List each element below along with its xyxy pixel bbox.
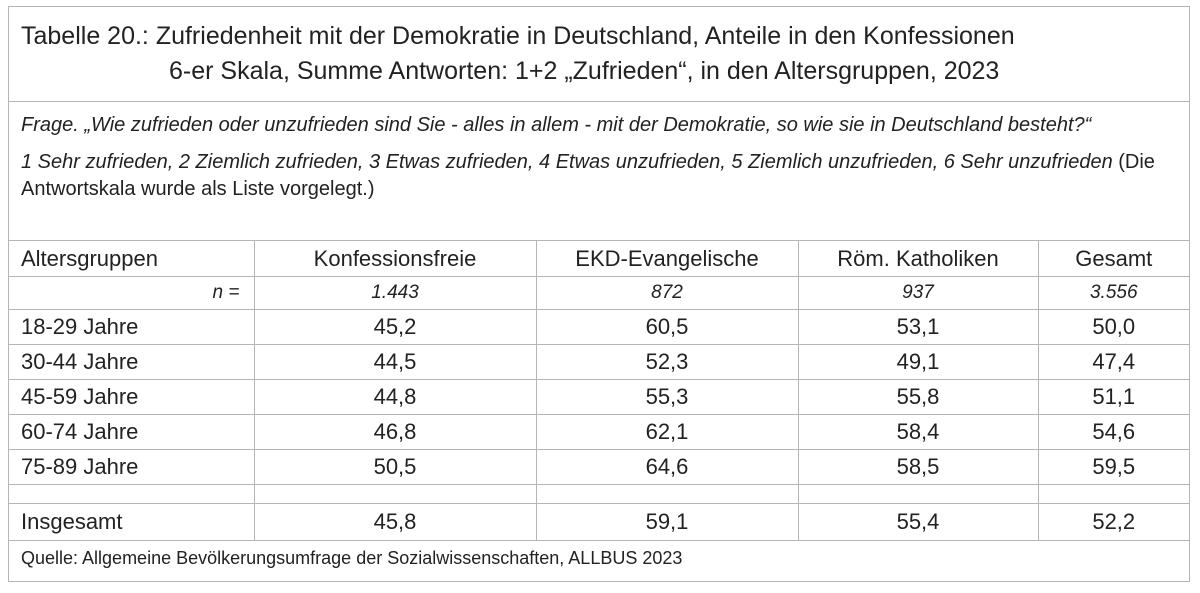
value-cell: 60,5 [535, 309, 798, 345]
value-cell: 47,4 [1037, 344, 1189, 380]
age-group-cell: 30-44 Jahre [9, 344, 254, 380]
answer-scale-options: 1 Sehr zufrieden, 2 Ziemlich zufrieden, … [21, 151, 1113, 173]
total-row: Insgesamt 45,8 59,1 55,4 52,2 [9, 503, 1189, 540]
value-cell: 49,1 [797, 344, 1038, 380]
value-cell: 50,0 [1037, 309, 1189, 345]
value-cell: 46,8 [253, 414, 536, 450]
value-cell: 62,1 [535, 414, 798, 450]
total-label: Insgesamt [9, 503, 254, 540]
answer-scale-note: (Die Antwortskala wurde als Liste vorgel… [21, 151, 1155, 200]
column-header: Röm. Katholiken [797, 240, 1038, 277]
table-row: 60-74 Jahre 46,8 62,1 58,4 54,6 [9, 414, 1189, 450]
total-cell: 52,2 [1037, 503, 1189, 540]
table-row: 30-44 Jahre 44,5 52,3 49,1 47,4 [9, 344, 1189, 380]
value-cell: 55,3 [535, 379, 798, 415]
value-cell: 45,2 [253, 309, 536, 345]
column-header: EKD-Evangelische [535, 240, 798, 277]
value-cell: 58,5 [797, 449, 1038, 485]
table-row: 18-29 Jahre 45,2 60,5 53,1 50,0 [9, 309, 1189, 345]
total-cell: 45,8 [253, 503, 536, 540]
title-line-2: 6-er Skala, Summe Antworten: 1+2 „Zufrie… [169, 57, 1000, 85]
value-cell: 55,8 [797, 379, 1038, 415]
question-text: Frage. „Wie zufrieden oder unzufrieden s… [21, 114, 1092, 136]
total-cell: 59,1 [535, 503, 798, 540]
title-line-1: Tabelle 20.: Zufriedenheit mit der Demok… [21, 22, 1015, 50]
table-title: Tabelle 20.: Zufriedenheit mit der Demok… [9, 7, 1189, 102]
table-frame: Tabelle 20.: Zufriedenheit mit der Demok… [8, 6, 1190, 582]
table-row: 75-89 Jahre 50,5 64,6 58,5 59,5 [9, 449, 1189, 485]
table-row: 45-59 Jahre 44,8 55,3 55,8 51,1 [9, 379, 1189, 415]
results-table: Altersgruppen Konfessionsfreie EKD-Evang… [9, 240, 1189, 540]
column-header: Gesamt [1037, 240, 1189, 277]
age-group-cell: 45-59 Jahre [9, 379, 254, 415]
value-cell: 53,1 [797, 309, 1038, 345]
column-header: Altersgruppen [9, 240, 254, 277]
question-block: Frage. „Wie zufrieden oder unzufrieden s… [9, 102, 1189, 240]
value-cell: 50,5 [253, 449, 536, 485]
value-cell: 59,5 [1037, 449, 1189, 485]
answer-scale: 1 Sehr zufrieden, 2 Ziemlich zufrieden, … [21, 149, 1179, 203]
value-cell: 54,6 [1037, 414, 1189, 450]
value-cell: 52,3 [535, 344, 798, 380]
age-group-cell: 75-89 Jahre [9, 449, 254, 485]
value-cell: 58,4 [797, 414, 1038, 450]
age-group-cell: 60-74 Jahre [9, 414, 254, 450]
total-cell: 55,4 [797, 503, 1038, 540]
sample-size-cell: 872 [535, 276, 798, 310]
sample-size-cell: 3.556 [1037, 276, 1189, 310]
value-cell: 44,5 [253, 344, 536, 380]
sample-size-cell: 1.443 [253, 276, 536, 310]
header-row: Altersgruppen Konfessionsfreie EKD-Evang… [9, 240, 1189, 277]
column-header: Konfessionsfreie [253, 240, 536, 277]
age-group-cell: 18-29 Jahre [9, 309, 254, 345]
value-cell: 51,1 [1037, 379, 1189, 415]
value-cell: 44,8 [253, 379, 536, 415]
spacer-row [9, 484, 1189, 504]
sample-size-cell: 937 [797, 276, 1038, 310]
sample-size-row: n = 1.443 872 937 3.556 [9, 276, 1189, 310]
value-cell: 64,6 [535, 449, 798, 485]
source-note: Quelle: Allgemeine Bevölkerungsumfrage d… [9, 539, 1189, 577]
sample-size-label: n = [9, 276, 254, 310]
